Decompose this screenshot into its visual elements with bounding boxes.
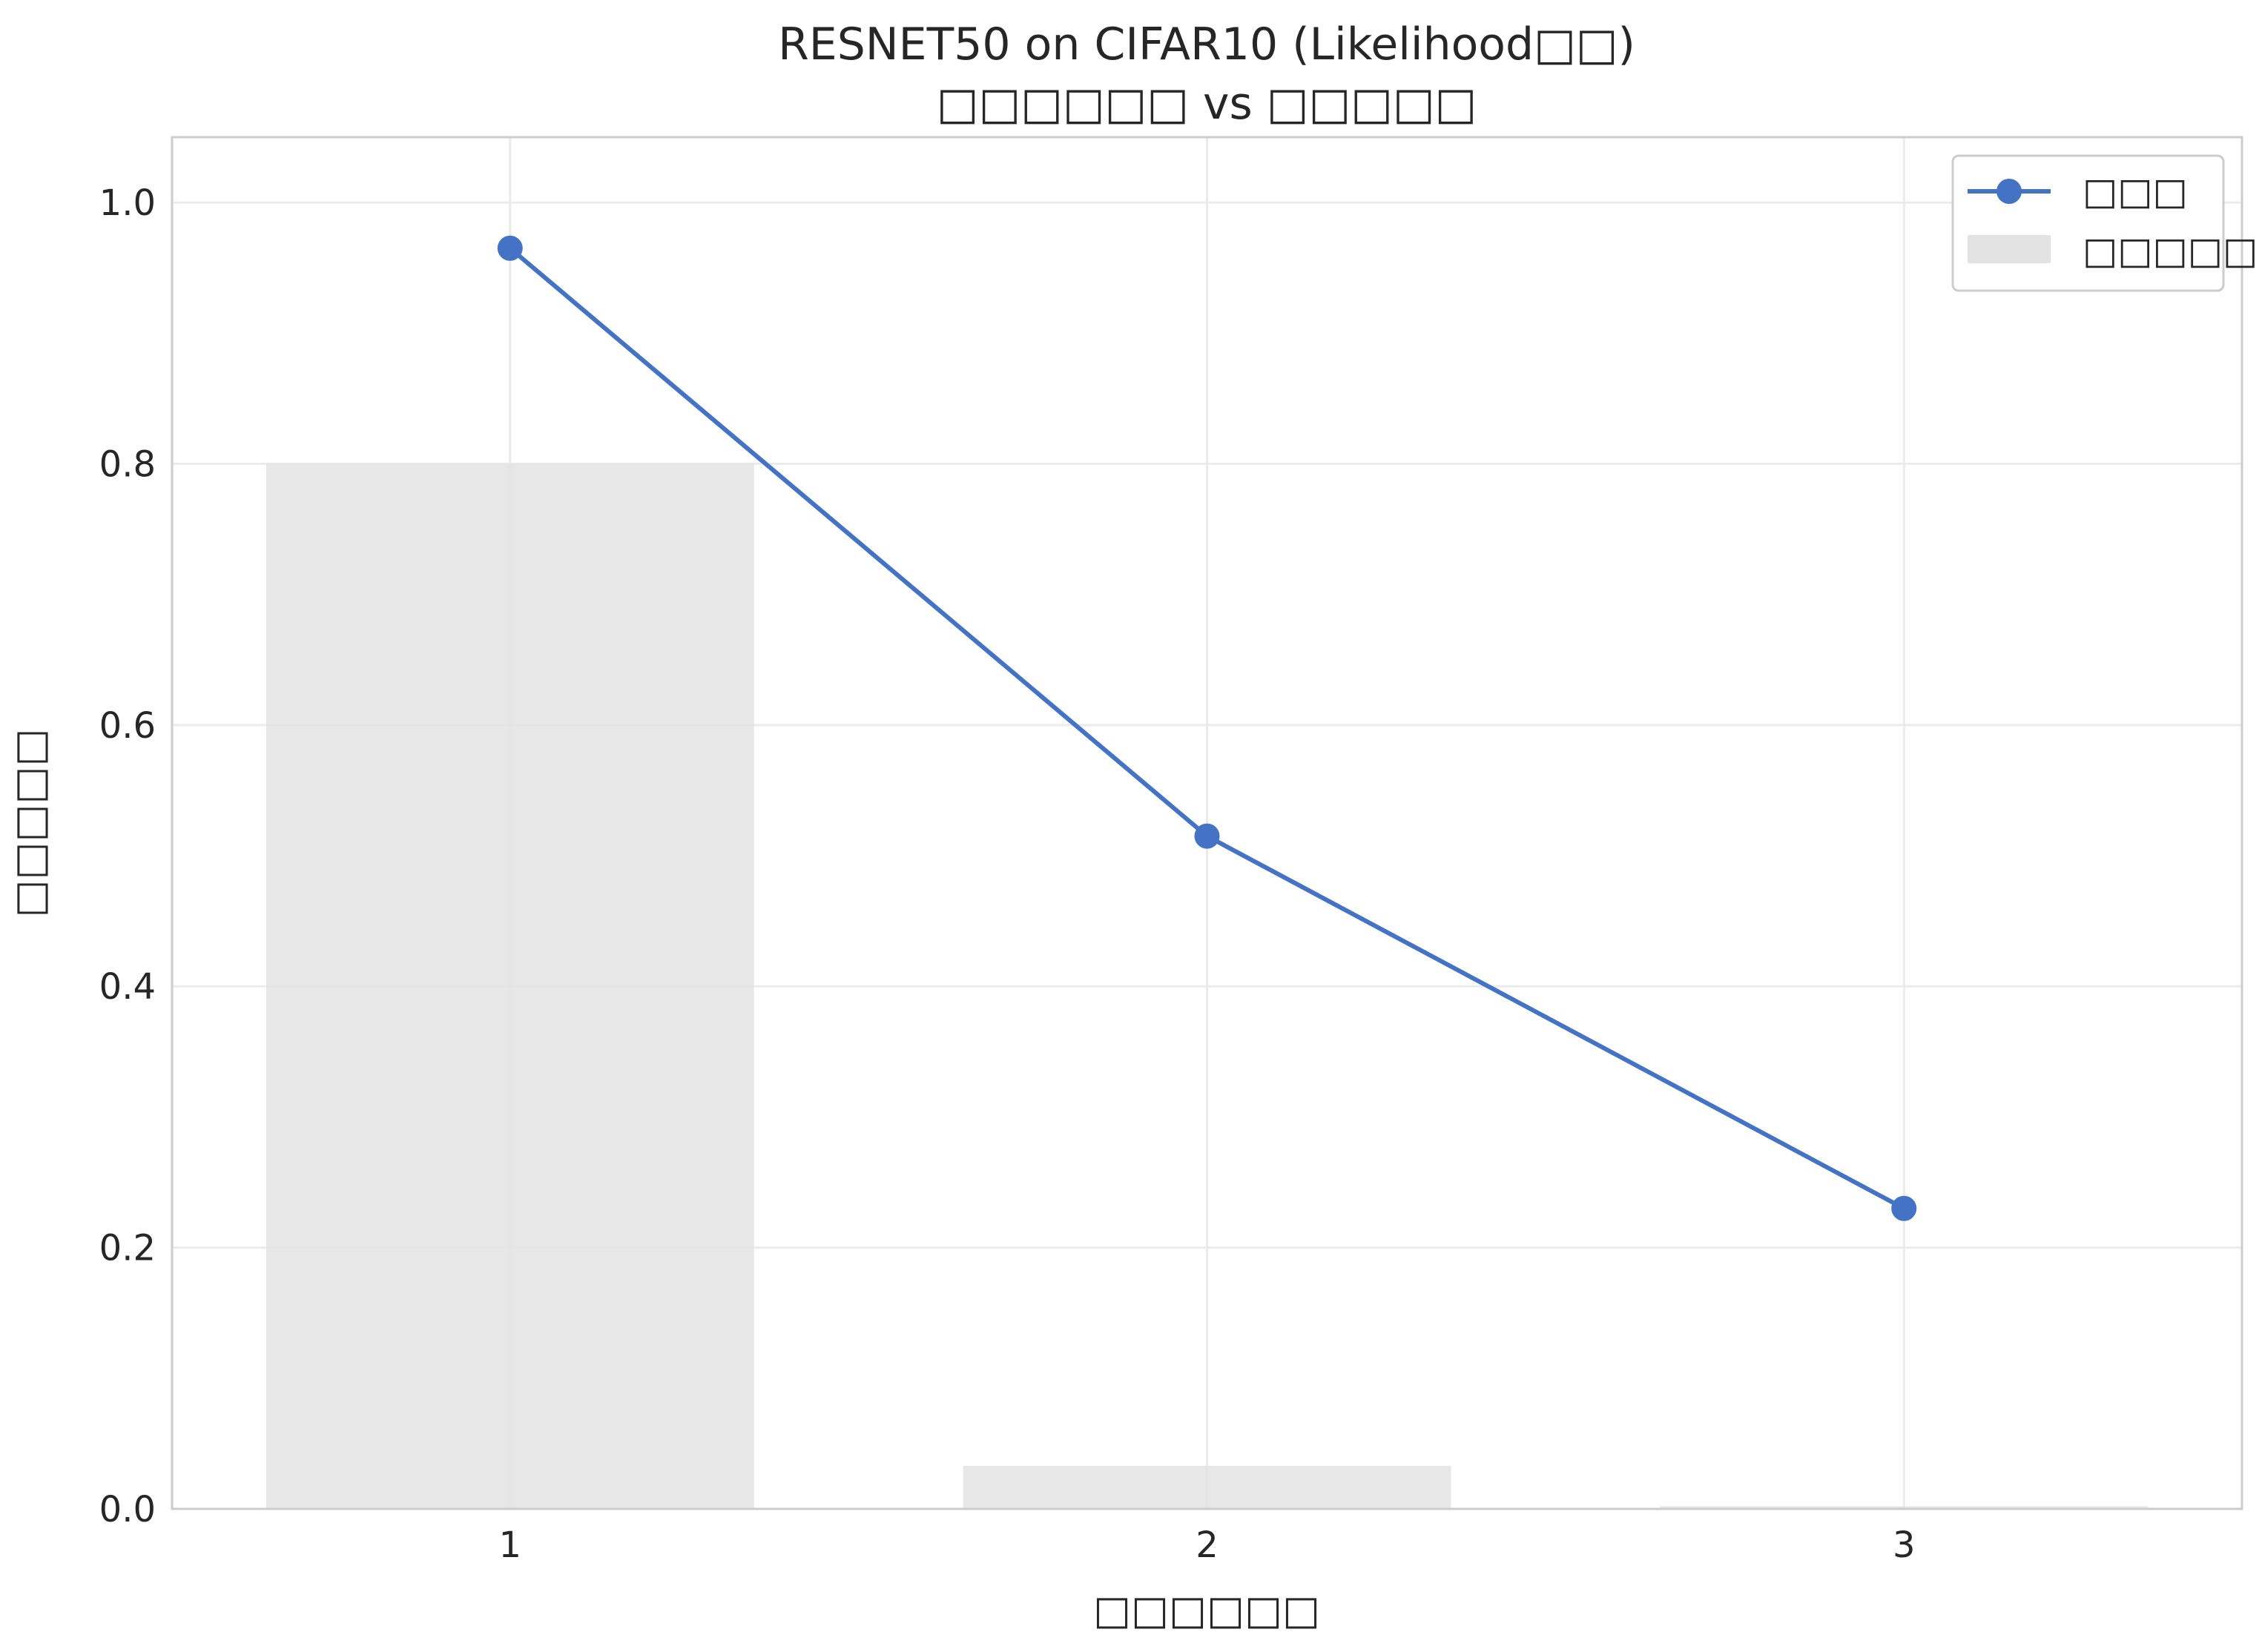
legend-label-line: □□□ bbox=[2083, 170, 2188, 213]
plot-frame bbox=[171, 136, 2243, 1510]
data-point bbox=[1891, 1195, 1917, 1221]
x-tick-label: 3 bbox=[1893, 1524, 1916, 1566]
bar bbox=[266, 463, 754, 1509]
y-tick-label: 0.4 bbox=[99, 966, 156, 1008]
chart-title-line2: □□□□□□ vs □□□□□ bbox=[937, 78, 1477, 130]
x-tick-label: 2 bbox=[1196, 1524, 1219, 1566]
bar bbox=[1660, 1506, 2149, 1509]
legend: □□□ □□□□□ bbox=[1951, 154, 2258, 292]
x-axis-ticks: 1 2 3 bbox=[498, 1524, 1915, 1566]
legend-label-bar: □□□□□ bbox=[2083, 229, 2258, 272]
y-tick-label: 1.0 bbox=[99, 182, 156, 224]
y-tick-label: 0.0 bbox=[99, 1489, 156, 1530]
data-point bbox=[497, 235, 523, 261]
line-series bbox=[497, 235, 1917, 1221]
y-axis-label: □□□□□ bbox=[6, 728, 53, 917]
y-axis-ticks: 0.0 0.2 0.4 0.6 0.8 1.0 bbox=[99, 182, 156, 1530]
x-axis-label: □□□□□□ bbox=[1093, 1587, 1320, 1633]
y-tick-label: 0.2 bbox=[99, 1228, 156, 1269]
y-tick-label: 0.8 bbox=[99, 443, 156, 485]
bar bbox=[963, 1465, 1451, 1509]
data-point bbox=[1194, 823, 1220, 849]
legend-bar-swatch bbox=[1968, 235, 2051, 263]
legend-line-marker bbox=[1996, 179, 2022, 204]
y-tick-label: 0.6 bbox=[99, 705, 156, 747]
chart-title-line1: RESNET50 on CIFAR10 (Likelihood□□) bbox=[778, 19, 1635, 70]
bar-series bbox=[266, 463, 2149, 1509]
x-tick-label: 1 bbox=[498, 1524, 521, 1566]
